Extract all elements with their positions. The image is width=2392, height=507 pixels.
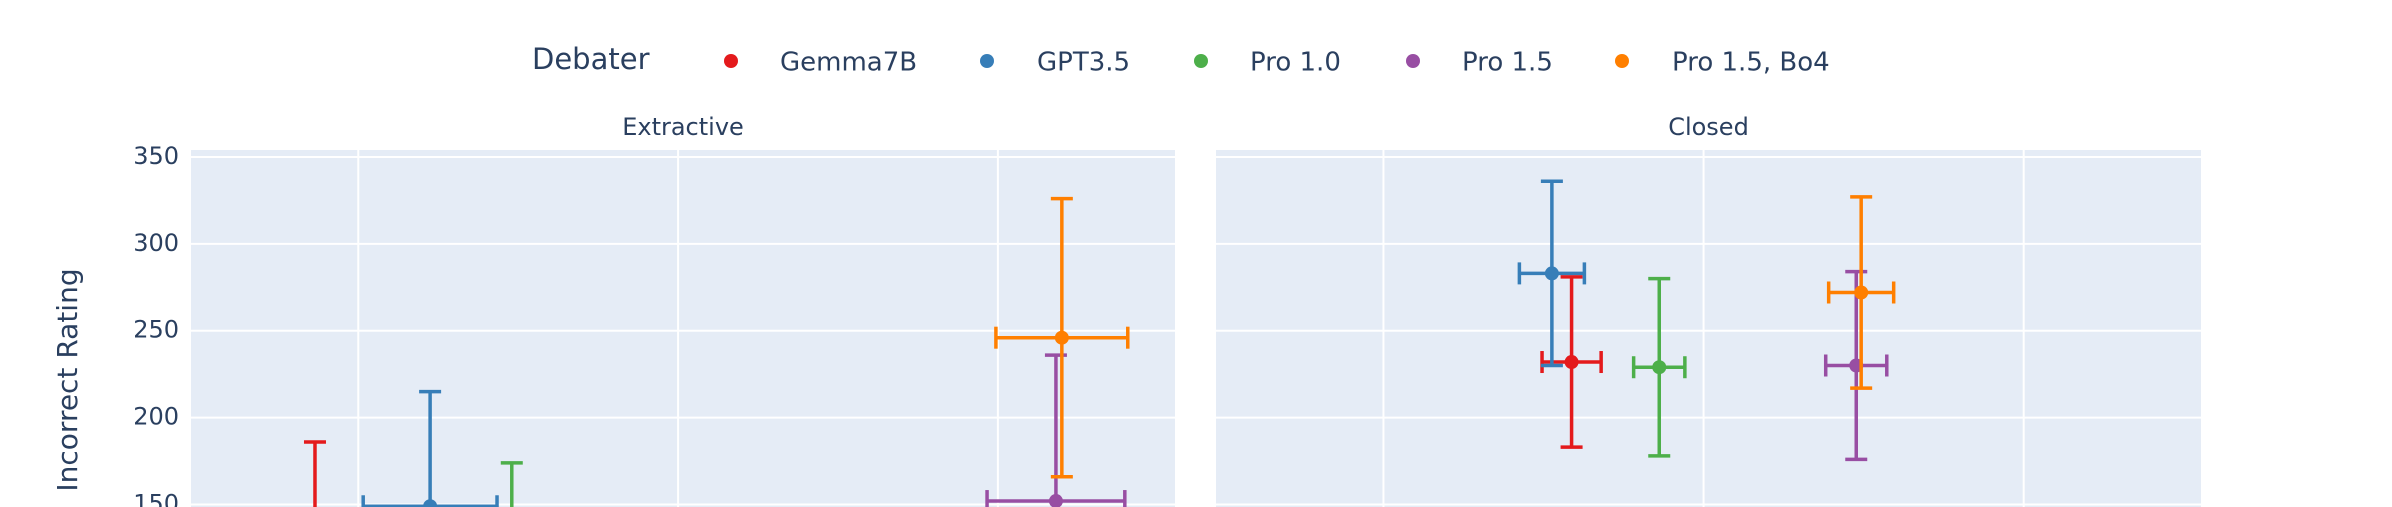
legend-label: GPT3.5	[1037, 48, 1130, 78]
legend-marker	[724, 54, 738, 68]
error-bar-y	[500, 461, 523, 507]
point	[1854, 285, 1869, 300]
legend-marker	[1615, 54, 1629, 68]
y-axis-label: Incorrect Rating	[51, 268, 84, 491]
legend-label: Pro 1.0	[1250, 48, 1341, 78]
point	[1048, 494, 1063, 507]
legend-marker	[980, 54, 994, 68]
subplot-title: Closed	[1668, 113, 1749, 141]
plot-background	[1216, 150, 2201, 507]
legend-title: Debater	[532, 42, 650, 76]
legend-label: Gemma7B	[780, 48, 917, 78]
y-tick-label: 150	[133, 490, 179, 507]
point	[1054, 330, 1069, 345]
point	[423, 499, 438, 507]
plot-background	[191, 150, 1175, 507]
y-tick-label: 300	[133, 229, 179, 257]
y-tick-label: 250	[133, 316, 179, 344]
y-tick-label: 200	[133, 403, 179, 431]
subplot-title: Extractive	[622, 113, 744, 141]
error-bar-y	[303, 440, 326, 507]
point	[1544, 266, 1559, 281]
legend-label: Pro 1.5	[1462, 48, 1553, 78]
legend-label: Pro 1.5, Bo4	[1672, 48, 1830, 78]
y-tick-label: 350	[133, 142, 179, 170]
point	[1564, 355, 1579, 370]
legend-marker	[1406, 54, 1420, 68]
plot-area	[1517, 179, 1896, 462]
point	[1652, 360, 1667, 375]
plot-area	[303, 196, 1130, 507]
legend-marker	[1194, 54, 1208, 68]
